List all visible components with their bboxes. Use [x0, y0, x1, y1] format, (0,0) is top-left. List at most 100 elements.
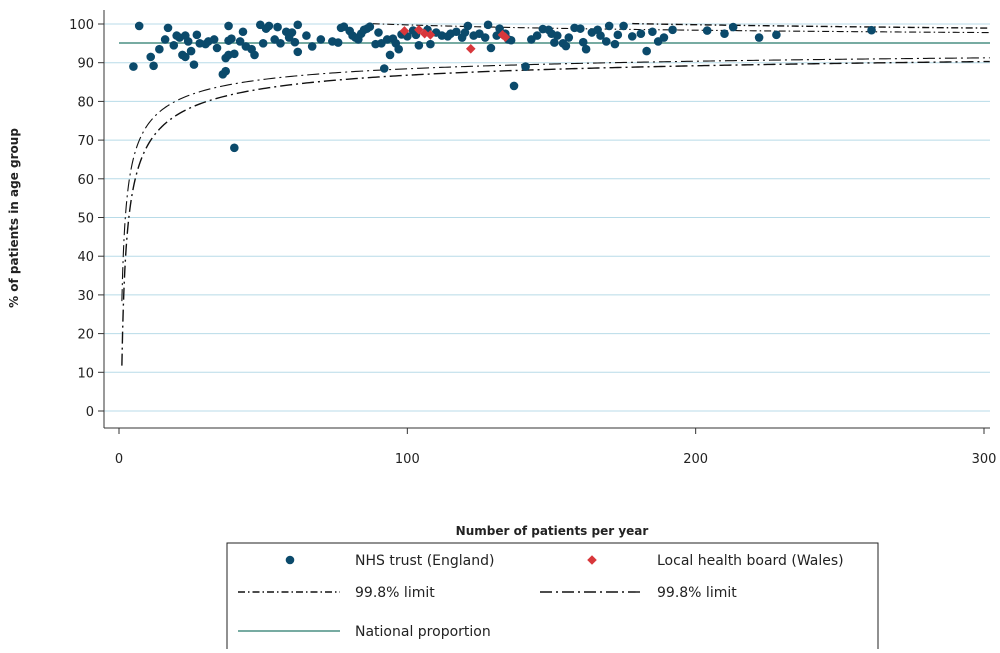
- nhs-trust-point: [627, 32, 637, 41]
- x-tick-label: 200: [683, 452, 708, 467]
- nhs-trust-point: [183, 37, 193, 46]
- nhs-trust-point: [238, 27, 248, 37]
- nhs-trust-point: [720, 29, 729, 38]
- control-limit-line: [372, 23, 990, 34]
- nhs-trust-point: [532, 31, 542, 40]
- nhs-trust-point: [601, 37, 611, 46]
- nhs-trust-point: [414, 40, 424, 50]
- legend: NHS trust (England) Local health board (W…: [226, 542, 879, 653]
- legend-circle-symbol: [285, 555, 295, 565]
- control-limit-line: [121, 60, 990, 366]
- nhs-trust-point: [250, 50, 259, 60]
- nhs-trust-point: [146, 52, 156, 62]
- limit-lines: [119, 22, 990, 366]
- nhs-trust-point: [224, 21, 233, 31]
- nhs-trust-point: [604, 21, 614, 31]
- nhs-trust-point: [552, 31, 562, 40]
- legend-box: [226, 542, 879, 653]
- y-tick-label: 80: [77, 95, 94, 110]
- x-axis-label: Number of patients per year: [456, 524, 649, 538]
- nhs-trust-point: [379, 64, 389, 73]
- nhs-trust-point: [235, 37, 245, 46]
- control-limit-line: [632, 22, 990, 29]
- nhs-trust-point: [596, 31, 605, 40]
- y-tick-label: 60: [77, 173, 94, 188]
- health-board-point: [414, 25, 424, 35]
- nhs-trust-point: [192, 30, 202, 40]
- nhs-trust-point: [316, 35, 326, 44]
- nhs-trust-point: [155, 44, 164, 54]
- y-tick-label: 50: [77, 212, 94, 227]
- nhs-trust-point: [480, 33, 490, 42]
- gridlines: [104, 23, 990, 412]
- legend-label: National proportion: [355, 624, 491, 640]
- nhs-trust-point: [659, 33, 669, 42]
- y-tick-label: 10: [77, 366, 94, 381]
- nhs-trust-point: [163, 23, 173, 33]
- nhs-trust-point: [134, 21, 144, 31]
- nhs-trust-point: [160, 35, 170, 44]
- y-tick-label: 0: [86, 405, 94, 420]
- health-board-point: [465, 43, 476, 54]
- x-tick-label: 300: [972, 452, 997, 467]
- nhs-trust-point: [230, 143, 239, 153]
- legend-diamond-symbol: [587, 555, 597, 565]
- nhs-trust-point: [460, 28, 470, 37]
- nhs-trust-point: [613, 30, 623, 40]
- y-axis-label: % of patients in age group: [7, 128, 21, 308]
- nhs-trust-point: [394, 44, 403, 54]
- nhs-trust-point: [374, 28, 383, 37]
- nhs-trust-point: [550, 38, 559, 47]
- nhs-trust-point: [509, 81, 519, 91]
- nhs-trust-point: [169, 40, 179, 50]
- nhs-trust-point: [668, 25, 677, 35]
- nhs-trust-point: [867, 25, 876, 35]
- nhs-trust-point: [754, 33, 764, 42]
- nhs-trust-point: [492, 31, 502, 40]
- nhs-trust-point: [209, 35, 219, 44]
- nhs-trust-point: [258, 39, 268, 48]
- nhs-trust-point: [149, 61, 158, 71]
- nhs-trust-point: [189, 60, 199, 69]
- nhs-trust-point: [642, 46, 651, 56]
- nhs-trust-point: [463, 21, 473, 31]
- nhs-trust-point: [564, 33, 574, 42]
- nhs-trust-point: [576, 24, 585, 33]
- health-board-point: [425, 30, 436, 40]
- nhs-trust-point: [186, 46, 196, 56]
- axes: 0 10 20 30 40 50 60 70 80 90 100 0 100 200 300: [69, 10, 996, 467]
- nhs-trust-point: [452, 27, 461, 37]
- y-tick-label: 100: [69, 18, 94, 33]
- nhs-trust-point: [276, 39, 285, 48]
- legend-label: 99.8% limit: [355, 585, 435, 601]
- nhs-trust-point: [230, 49, 239, 59]
- y-tick-label: 40: [77, 250, 94, 265]
- legend-label: Local health board (Wales): [657, 553, 844, 569]
- nhs-trust-point: [290, 37, 300, 47]
- legend-label: 99.8% limit: [657, 585, 737, 601]
- nhs-trust-point: [302, 31, 311, 40]
- nhs-trust-point: [772, 30, 781, 40]
- control-limit-line: [121, 57, 990, 302]
- x-tick-label: 0: [115, 452, 123, 467]
- nhs-trust-point: [483, 20, 493, 30]
- nhs-trust-point: [264, 21, 274, 31]
- health-board-point: [399, 26, 410, 36]
- x-tick-label: 100: [395, 452, 420, 467]
- legend-label: NHS trust (England): [355, 553, 494, 569]
- y-tick-label: 20: [77, 328, 94, 343]
- nhs-trust-point: [212, 43, 222, 53]
- data-points: [129, 20, 876, 153]
- nhs-trust-point: [486, 43, 496, 53]
- y-tick-label: 70: [77, 134, 94, 149]
- nhs-trust-point: [648, 27, 657, 37]
- nhs-trust-point: [129, 62, 138, 71]
- y-tick-label: 30: [77, 289, 94, 304]
- nhs-trust-point: [333, 38, 343, 47]
- nhs-trust-point: [610, 39, 620, 49]
- nhs-trust-point: [521, 62, 530, 71]
- nhs-trust-point: [287, 28, 297, 37]
- nhs-trust-point: [619, 21, 628, 31]
